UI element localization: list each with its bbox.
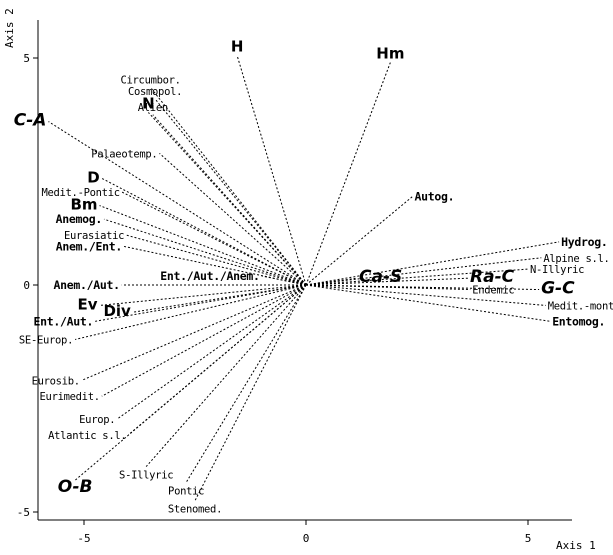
vector-ray bbox=[305, 241, 560, 286]
vector-label: S-Illyric bbox=[119, 470, 173, 482]
vector-ray bbox=[305, 268, 529, 286]
vector-ray bbox=[159, 152, 307, 286]
vector-label: Bm bbox=[70, 196, 97, 214]
vector-ray bbox=[75, 284, 307, 340]
vector-label: Ent./Aut. bbox=[33, 314, 93, 328]
vector-label: Eurasiatic bbox=[64, 230, 124, 242]
vector-ray bbox=[99, 205, 307, 286]
x-tick-label: -5 bbox=[77, 532, 90, 545]
vector-ray bbox=[305, 284, 546, 306]
vector-label: Ent./Aut./Anem. bbox=[160, 269, 259, 283]
vector-ray bbox=[48, 121, 307, 286]
vector-label: Endemic bbox=[472, 285, 514, 297]
vector-label: SE-Europ. bbox=[19, 334, 73, 346]
vector-ray bbox=[152, 114, 307, 286]
vector-label: Autog. bbox=[415, 189, 455, 203]
vector-ray bbox=[305, 284, 471, 291]
y-tick-label: 5 bbox=[23, 52, 30, 65]
vector-label: Palaeotemp. bbox=[91, 148, 157, 160]
vector-ray bbox=[305, 277, 469, 286]
vector-ray bbox=[154, 98, 307, 286]
vector-label: Eurimedit. bbox=[40, 391, 100, 403]
x-axis-title: Axis 1 bbox=[556, 539, 596, 552]
vector-label: D bbox=[87, 168, 99, 186]
vector-label: Atlantic s.l. bbox=[48, 430, 126, 442]
vector-ray bbox=[145, 284, 307, 467]
vector-ray bbox=[101, 177, 307, 286]
vector-label: Anemog. bbox=[56, 212, 102, 226]
vector-label: Europ. bbox=[79, 414, 115, 426]
vector-label: Cosmopol. bbox=[128, 86, 182, 98]
vector-label: Circumbor. bbox=[120, 75, 180, 87]
x-tick-label: 5 bbox=[525, 532, 532, 545]
vector-ray bbox=[236, 55, 307, 286]
vector-ray bbox=[305, 62, 391, 286]
vector-ray bbox=[194, 284, 307, 501]
vector-label: Eurosib. bbox=[32, 375, 80, 387]
vector-ray bbox=[150, 87, 307, 286]
vector-label: Alpine s.l. bbox=[543, 253, 609, 265]
vector-label: Ca-S bbox=[359, 267, 402, 287]
vector-ray bbox=[117, 284, 307, 420]
vector-label: Anem./Ent. bbox=[56, 239, 122, 253]
vector-ray bbox=[305, 257, 542, 286]
vector-ray bbox=[261, 275, 307, 286]
vector-ray bbox=[185, 284, 307, 483]
vector-ray bbox=[101, 284, 307, 397]
vector-label: Ev bbox=[78, 295, 98, 313]
vector-rays bbox=[48, 55, 560, 501]
vector-label: Medit.-mont. bbox=[548, 300, 613, 312]
vector-label: Hm bbox=[376, 45, 404, 63]
vector-label: O-B bbox=[58, 477, 93, 497]
vector-label: N bbox=[142, 94, 155, 112]
vector-label: N-Illyric bbox=[530, 264, 584, 276]
vector-label: Alien bbox=[138, 102, 168, 114]
vector-label: Pontic bbox=[168, 485, 204, 497]
x-tick-label: 0 bbox=[303, 532, 310, 545]
y-axis-title: Axis 2 bbox=[3, 8, 16, 48]
vector-ray bbox=[305, 284, 551, 322]
axis-ticks: -5 0 5 -5 0 5 bbox=[17, 52, 532, 545]
y-tick-label: -5 bbox=[17, 506, 30, 519]
vector-label: Medit.-Pontic bbox=[41, 187, 119, 199]
vector-label: Hydrog. bbox=[561, 235, 607, 249]
vector-ray bbox=[305, 284, 540, 291]
vector-ray bbox=[123, 245, 307, 286]
vector-ray bbox=[99, 284, 307, 306]
vector-label: Ra-C bbox=[470, 267, 515, 287]
vector-ray bbox=[148, 112, 307, 286]
vector-ray bbox=[121, 191, 307, 286]
y-tick-label: 0 bbox=[23, 279, 30, 292]
vector-label: Div bbox=[103, 302, 131, 320]
vector-label: C-A bbox=[14, 111, 47, 131]
vector-ray bbox=[305, 196, 413, 286]
vector-ray bbox=[126, 234, 307, 286]
vector-label: Anem./Aut. bbox=[53, 278, 119, 292]
vector-label: H bbox=[231, 38, 244, 56]
vector-ray bbox=[103, 218, 307, 286]
vector-label: Stenomed. bbox=[168, 504, 222, 516]
vector-ray bbox=[81, 284, 307, 381]
vector-label: Entomog. bbox=[552, 314, 605, 328]
vector-label: G-C bbox=[541, 279, 575, 299]
